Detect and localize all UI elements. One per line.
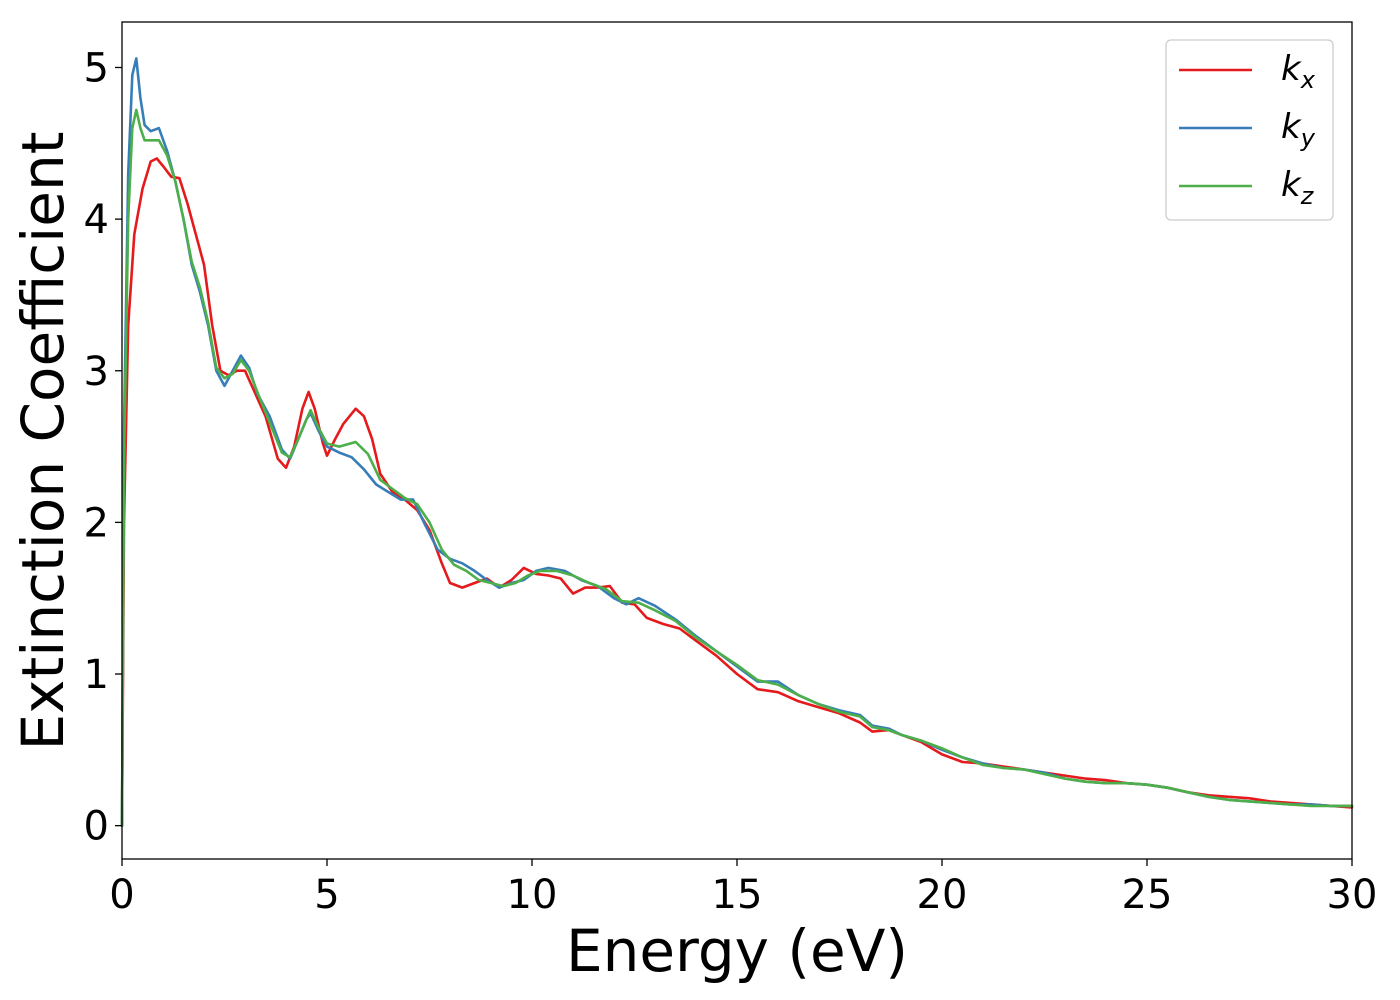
x-tick-label: 20 [917,872,968,918]
y-tick-label: 2 [84,500,109,546]
legend-label-kx: kx [1281,49,1316,94]
x-tick-label: 5 [314,872,339,918]
x-tick-label: 10 [507,872,558,918]
y-tick-label: 5 [84,45,109,91]
legend: kx ky kz [1165,39,1334,221]
y-tick-label: 1 [84,652,109,698]
y-tick-label: 0 [84,804,109,850]
legend-label-ky: ky [1281,107,1316,152]
x-tick-label: 15 [712,872,763,918]
legend-label-kz: kz [1281,165,1315,210]
y-axis-label: Extinction Coefficient [9,132,77,751]
x-axis-ticks: 0 5 10 15 20 25 30 [109,859,1377,918]
series-line-kz [120,108,1354,827]
legend-box [1165,39,1334,221]
x-tick-label: 25 [1122,872,1173,918]
x-tick-label: 30 [1327,872,1378,918]
x-tick-label: 0 [109,872,134,918]
y-tick-label: 4 [84,197,109,243]
y-tick-label: 3 [84,349,109,395]
plot-series [120,57,1354,827]
x-axis-label: Energy (eV) [566,917,908,985]
y-axis-ticks: 0 1 2 3 4 5 [84,45,122,850]
